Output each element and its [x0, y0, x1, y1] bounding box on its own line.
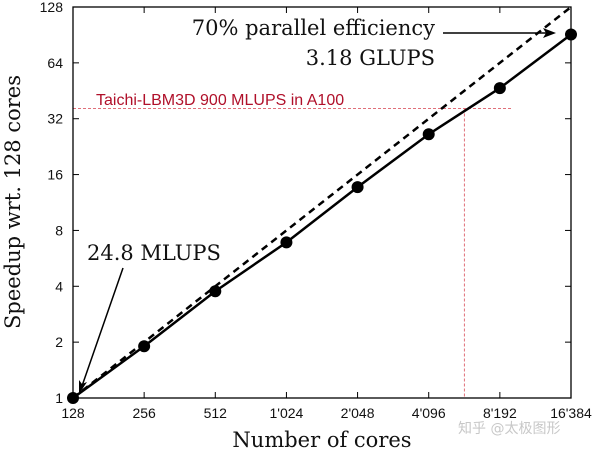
data-point — [209, 285, 222, 298]
y-tick-label: 8 — [55, 222, 63, 238]
measured-speedup-line — [72, 33, 572, 400]
y-tick-label: 64 — [47, 55, 63, 71]
annotation-glups: 3.18 GLUPS — [306, 46, 435, 70]
data-point — [67, 392, 79, 404]
x-axis-label: Number of cores — [232, 428, 411, 451]
x-tick-label: 256 — [132, 405, 156, 421]
y-tick-label: 16 — [47, 167, 63, 183]
y-tick-label: 2 — [55, 334, 63, 350]
reference-lines — [73, 108, 512, 398]
x-tick-label: 512 — [204, 405, 228, 421]
x-tick-label: 128 — [61, 405, 85, 421]
y-tick-label: 4 — [55, 278, 63, 294]
x-tick-label: 8'192 — [483, 405, 517, 421]
data-point — [565, 28, 577, 41]
mlups-arrow — [79, 267, 124, 394]
x-tick-label: 1'024 — [270, 405, 304, 421]
x-tick-label: 4'096 — [412, 405, 446, 421]
annotation-taichi: Taichi-LBM3D 900 MLUPS in A100 — [96, 92, 344, 109]
data-point — [493, 82, 506, 95]
annotation-efficiency: 70% parallel efficiency — [192, 16, 435, 40]
annotation-mlups: 24.8 MLUPS — [87, 241, 221, 265]
y-tick-label: 32 — [47, 111, 63, 127]
x-tick-label: 16'384 — [550, 405, 592, 421]
plot-frame — [72, 6, 572, 399]
data-point — [351, 181, 364, 194]
ideal-scaling-line — [72, 6, 572, 399]
data-point — [422, 128, 435, 141]
y-axis-label: Speedup wrt. 128 cores — [1, 75, 25, 329]
y-tick-label: 128 — [40, 0, 64, 15]
data-point — [280, 236, 293, 249]
watermark: 知乎 @太极图形 — [458, 420, 560, 437]
y-tick-label: 1 — [55, 390, 63, 406]
x-tick-label: 2'048 — [341, 405, 375, 421]
data-point — [138, 340, 151, 353]
axis-ticks: 128 256 512 1'024 2'048 4'096 8'192 16'384 1 2 4 8 1… — [40, 0, 592, 421]
efficiency-arrow — [443, 28, 556, 38]
series-group — [67, 6, 577, 404]
